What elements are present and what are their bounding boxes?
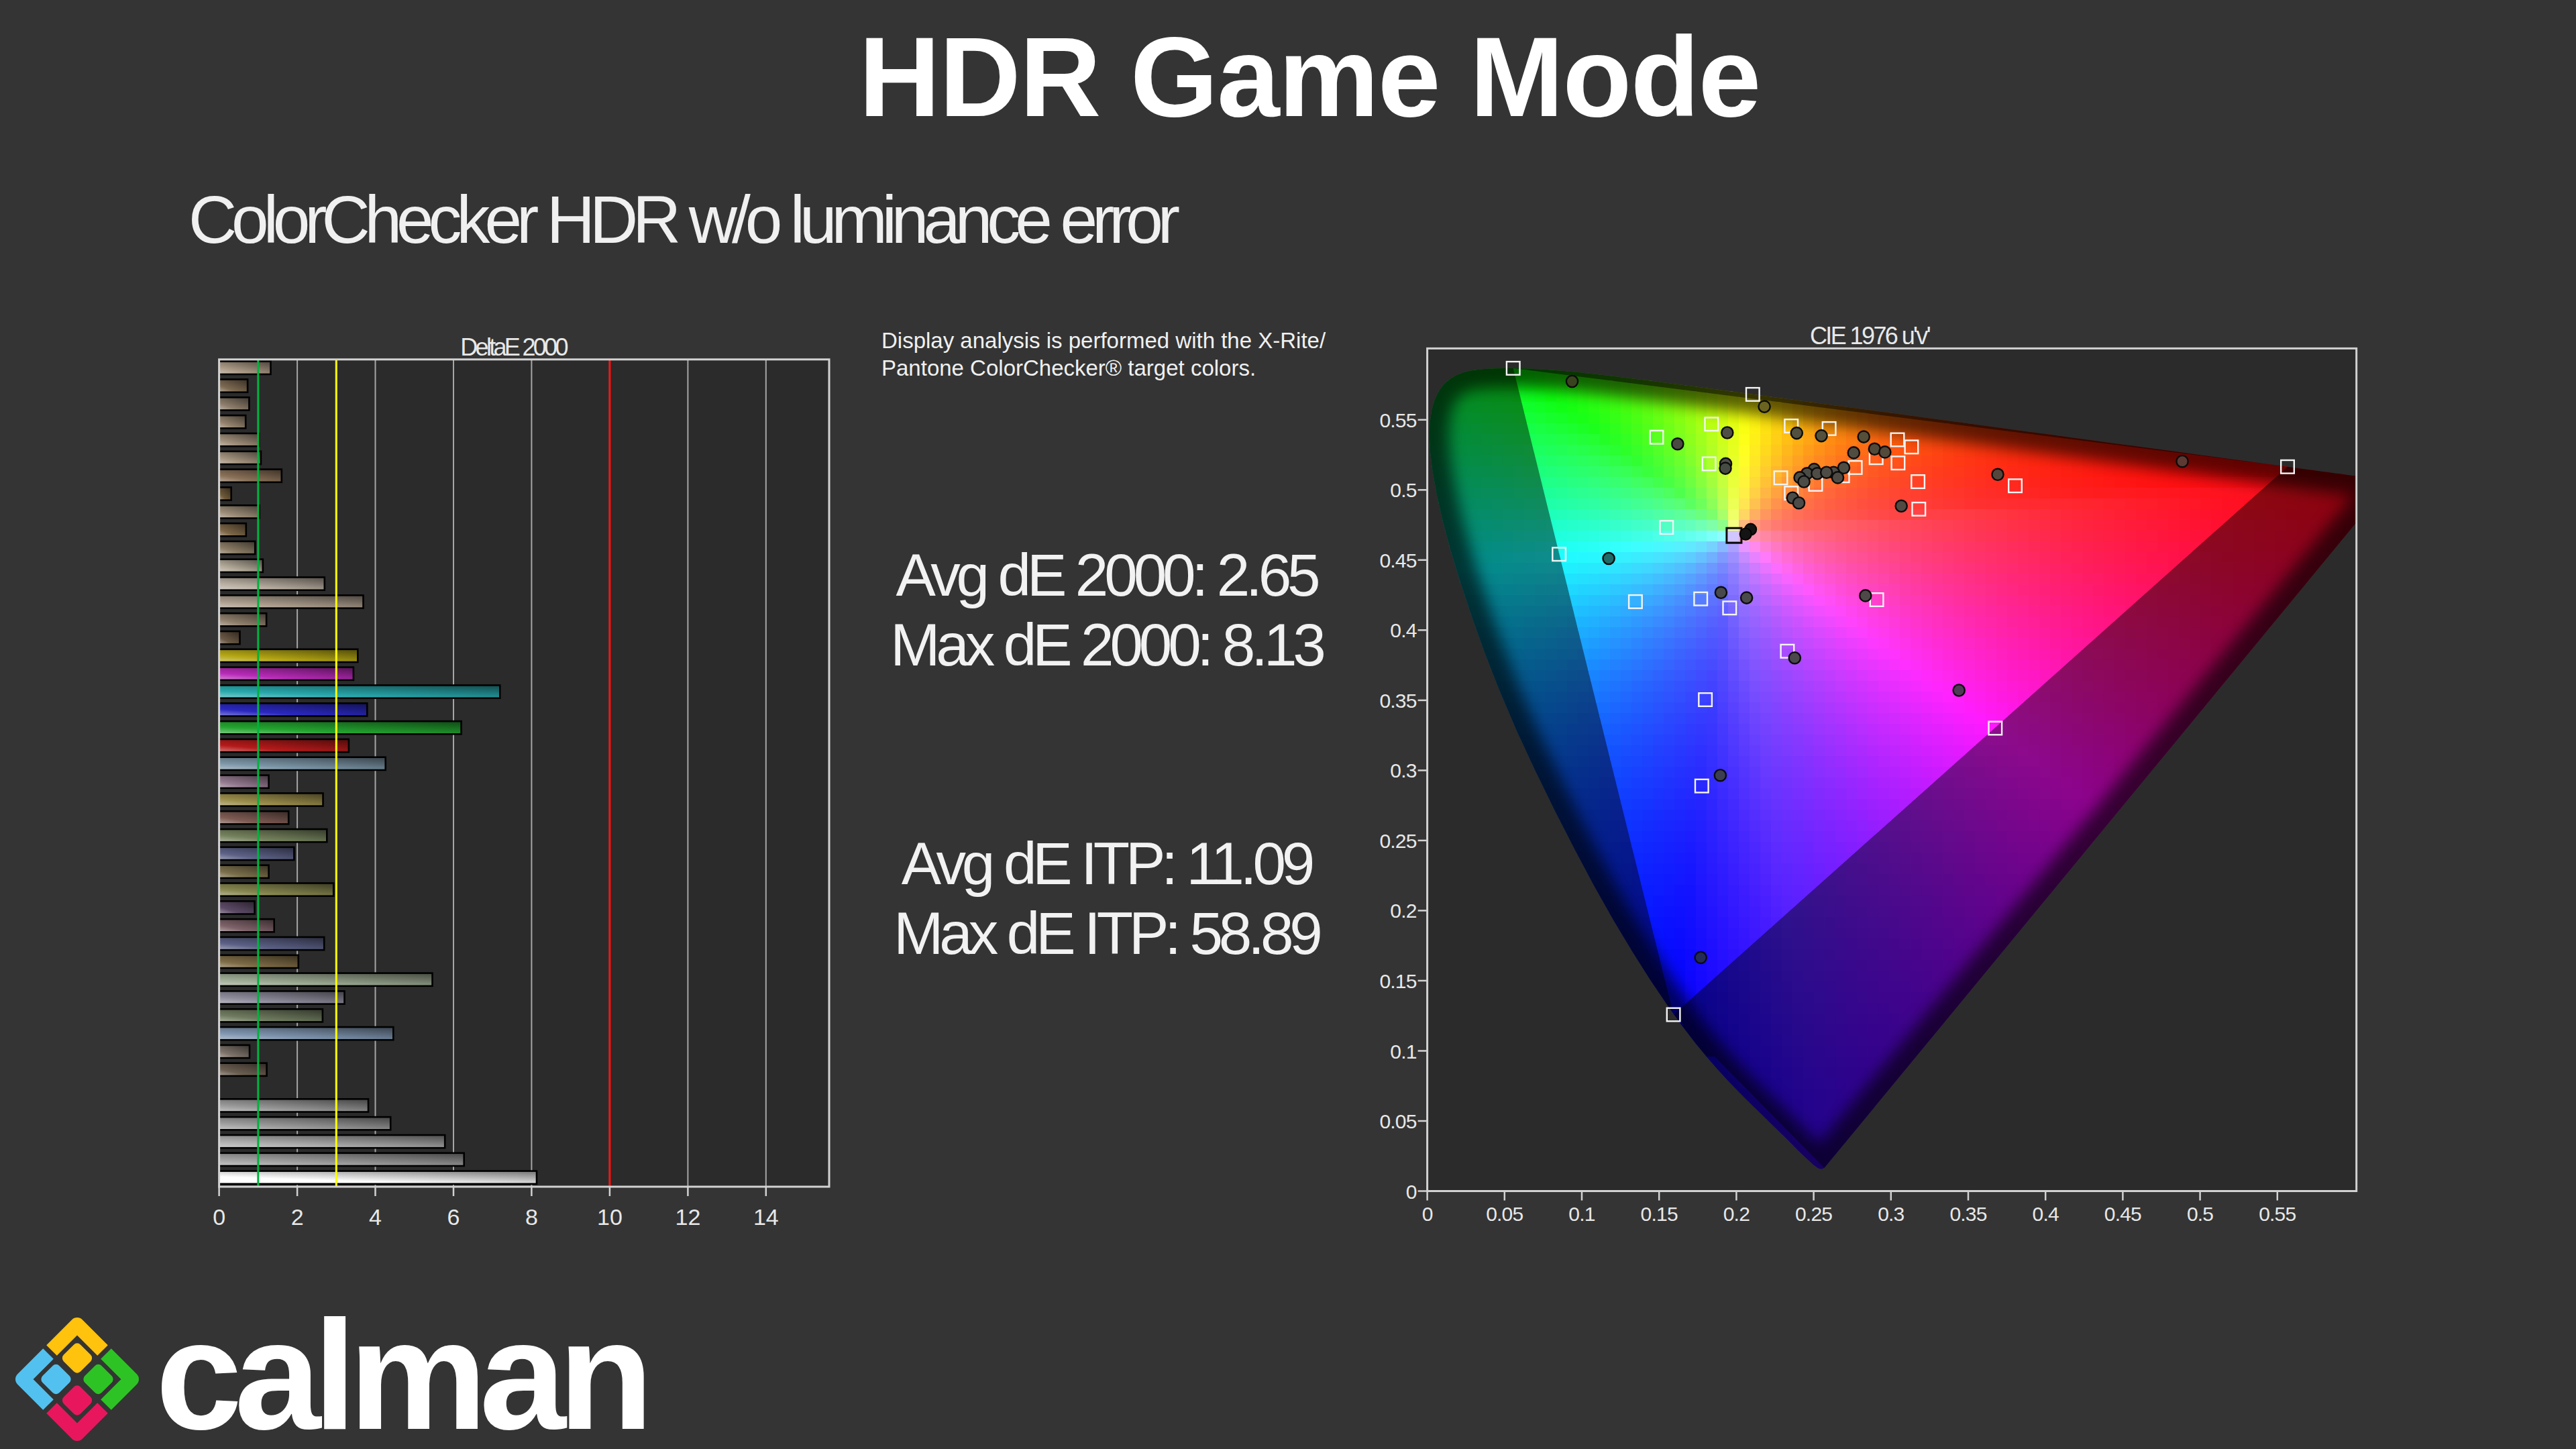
svg-text:DeltaE 2000: DeltaE 2000 [460,333,568,361]
svg-text:0: 0 [213,1204,225,1230]
svg-text:0.55: 0.55 [2259,1203,2296,1225]
svg-text:Avg dE 2000: 2.65: Avg dE 2000: 2.65 [896,541,1318,608]
svg-text:0: 0 [1406,1181,1417,1203]
svg-text:0.5: 0.5 [2187,1203,2213,1225]
svg-text:Avg dE ITP: 11.09: Avg dE ITP: 11.09 [902,830,1313,897]
svg-text:2: 2 [291,1204,304,1230]
svg-text:0.45: 0.45 [2104,1203,2141,1225]
svg-text:0.2: 0.2 [1390,900,1416,922]
svg-text:0.05: 0.05 [1486,1203,1523,1225]
svg-text:CIE 1976 u'v': CIE 1976 u'v' [1810,322,1931,350]
svg-text:4: 4 [369,1204,382,1230]
svg-text:0.3: 0.3 [1878,1203,1904,1225]
svg-text:0.35: 0.35 [1949,1203,1986,1225]
svg-text:0.15: 0.15 [1379,970,1416,992]
svg-text:calman: calman [156,1288,646,1449]
svg-text:0: 0 [1422,1203,1433,1225]
svg-text:0.45: 0.45 [1379,549,1416,572]
svg-text:0.05: 0.05 [1379,1110,1416,1132]
svg-text:0.5: 0.5 [1390,479,1416,501]
svg-text:ColorChecker HDR w/o luminance: ColorChecker HDR w/o luminance error [189,182,1179,257]
svg-text:HDR Game Mode: HDR Game Mode [859,14,1760,140]
svg-text:14: 14 [753,1204,779,1230]
svg-text:0.4: 0.4 [2033,1203,2059,1225]
svg-text:10: 10 [597,1204,623,1230]
svg-text:0.4: 0.4 [1390,619,1416,641]
svg-text:6: 6 [447,1204,460,1230]
svg-text:12: 12 [675,1204,700,1230]
svg-text:0.15: 0.15 [1641,1203,1678,1225]
svg-text:Max dE ITP: 58.89: Max dE ITP: 58.89 [894,900,1320,967]
svg-text:8: 8 [525,1204,538,1230]
svg-text:0.1: 0.1 [1568,1203,1595,1225]
svg-text:Pantone ColorChecker® target c: Pantone ColorChecker® target colors. [881,356,1256,380]
svg-text:0.2: 0.2 [1723,1203,1750,1225]
svg-text:0.55: 0.55 [1379,409,1416,431]
svg-text:0.25: 0.25 [1795,1203,1832,1225]
svg-text:0.3: 0.3 [1390,759,1416,782]
svg-text:Max dE 2000: 8.13: Max dE 2000: 8.13 [890,611,1324,678]
svg-text:0.1: 0.1 [1390,1040,1416,1063]
svg-text:0.35: 0.35 [1379,690,1416,712]
svg-text:0.25: 0.25 [1379,830,1416,852]
svg-text:Display analysis is performed: Display analysis is performed with the X… [881,328,1326,353]
